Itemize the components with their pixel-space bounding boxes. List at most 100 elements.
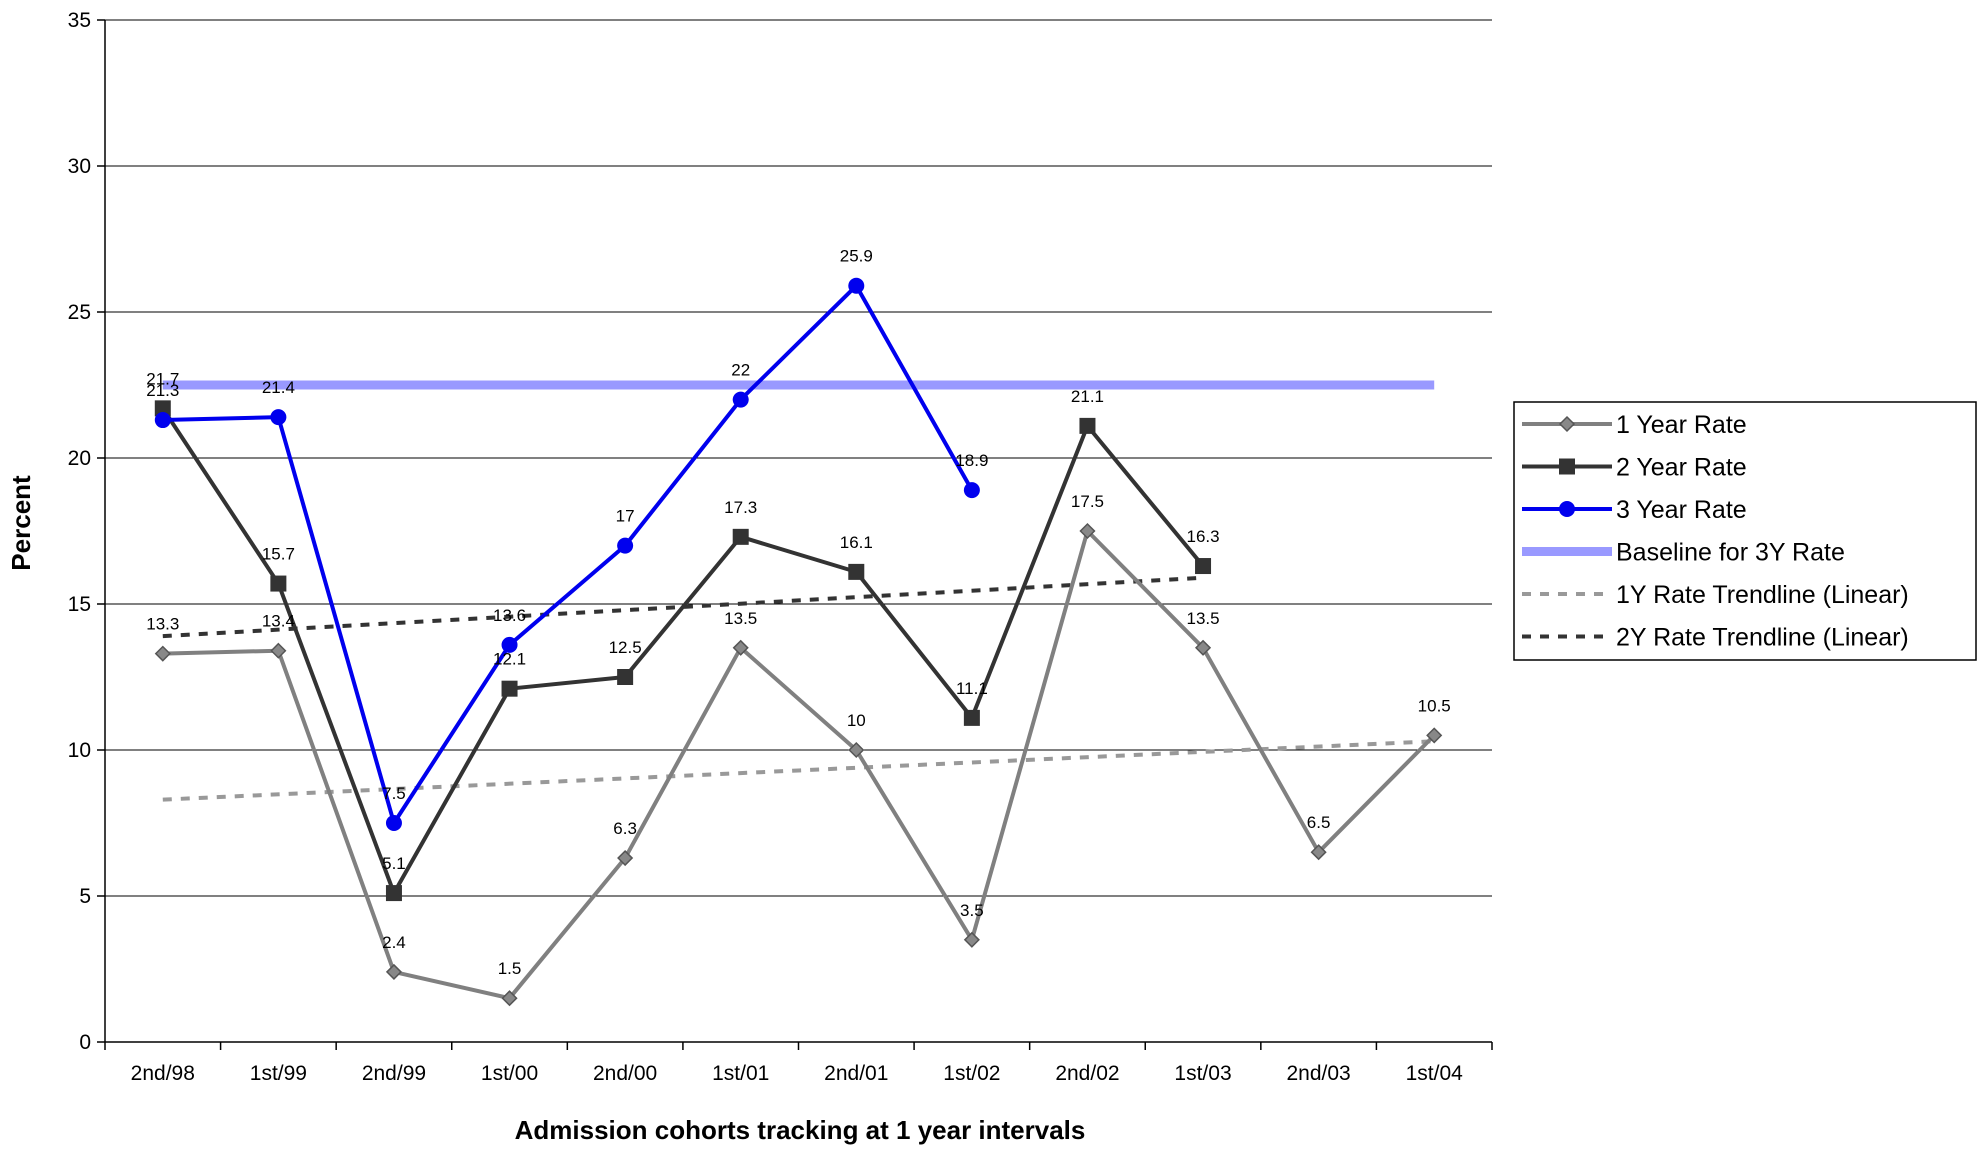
data-label-2-year-rate: 17.3: [724, 498, 757, 517]
y-tick-label: 0: [79, 1031, 91, 1054]
x-tick-label: 2nd/98: [131, 1062, 195, 1085]
data-label-2-year-rate: 11.1: [956, 679, 988, 698]
gridlines: [105, 19, 1492, 897]
legend-label: 1 Year Rate: [1616, 411, 1747, 439]
data-label-2-year-rate: 12.1: [493, 650, 526, 669]
data-label-2-year-rate: 5.1: [382, 854, 406, 873]
legend-marker: [1558, 415, 1576, 433]
point-1-year-rate: [1310, 844, 1327, 861]
data-label-3-year-rate: 21.3: [146, 381, 179, 400]
series-line-2-year-rate: [161, 407, 1205, 896]
legend-item-1y-rate-trendline-linear: 1Y Rate Trendline (Linear): [1522, 581, 1909, 609]
data-label-1-year-rate: 6.5: [1307, 813, 1331, 832]
point-2-year-rate: [1079, 417, 1096, 434]
legend-label: 3 Year Rate: [1616, 496, 1747, 524]
point-1-year-rate: [1079, 522, 1096, 540]
data-label-2-year-rate: 21.1: [1071, 387, 1104, 406]
trendline-1y-rate-trendline-linear: [162, 739, 1435, 802]
legend-marker: [1559, 458, 1575, 475]
x-tick-label: 2nd/01: [824, 1062, 888, 1085]
x-tick-label: 1st/03: [1174, 1062, 1231, 1085]
y-axis-ticks: 0 5 10 15 20 25 30 35: [68, 9, 105, 1054]
point-2-year-rate: [617, 669, 634, 685]
data-label-2-year-rate: 16.1: [840, 533, 873, 552]
point-3-year-rate: [963, 482, 980, 499]
point-1-year-rate: [1426, 727, 1443, 744]
point-3-year-rate: [270, 409, 287, 426]
legend-label: Baseline for 3Y Rate: [1616, 539, 1845, 567]
point-1-year-rate: [732, 639, 749, 656]
legend-item-1-year-rate: 1 Year Rate: [1522, 411, 1747, 439]
legend-item-2-year-rate: 2 Year Rate: [1522, 454, 1747, 482]
y-tick-label: 10: [68, 739, 91, 762]
x-tick-label: 1st/02: [943, 1062, 1000, 1085]
x-tick-label: 2nd/00: [593, 1062, 657, 1085]
point-2-year-rate: [501, 680, 518, 697]
data-label-1-year-rate: 6.3: [613, 819, 637, 838]
data-label-1-year-rate: 3.5: [960, 901, 984, 920]
point-3-year-rate: [848, 277, 865, 294]
point-1-year-rate: [385, 963, 403, 980]
data-label-2-year-rate: 15.7: [262, 545, 295, 564]
legend: 1 Year Rate 2 Year Rate 3 Year Rate Baselin…: [1513, 401, 1977, 661]
point-2-year-rate: [154, 400, 171, 417]
data-label-3-year-rate: 21.4: [262, 378, 295, 397]
data-labels: 13.3 13.4 2.4 1.5 6.3 13.5 10 3.5 17.5 13.5 6.5 10.…: [146, 247, 1451, 978]
point-3-year-rate: [501, 636, 518, 653]
y-tick-label: 35: [68, 9, 91, 32]
x-tick-label: 1st/00: [481, 1062, 538, 1085]
point-1-year-rate: [963, 931, 980, 948]
data-label-1-year-rate: 10.5: [1418, 696, 1451, 715]
x-tick-label: 1st/01: [712, 1062, 769, 1085]
legend-label: 2Y Rate Trendline (Linear): [1616, 624, 1909, 652]
point-3-year-rate: [732, 391, 749, 408]
data-label-2-year-rate: 16.3: [1186, 527, 1219, 546]
data-label-1-year-rate: 13.5: [1186, 609, 1219, 628]
legend-item-2y-rate-trendline-linear: 2Y Rate Trendline (Linear): [1522, 624, 1909, 652]
x-tick-label: 2nd/02: [1055, 1062, 1119, 1085]
legend-label: 2 Year Rate: [1616, 454, 1747, 482]
data-label-1-year-rate: 13.4: [262, 612, 295, 631]
point-1-year-rate: [501, 990, 518, 1007]
point-1-year-rate: [270, 642, 287, 659]
data-label-3-year-rate: 13.6: [493, 606, 526, 625]
legend-marker: [1559, 501, 1575, 517]
legend-label: 1Y Rate Trendline (Linear): [1616, 581, 1909, 609]
point-3-year-rate: [154, 412, 171, 429]
axes: [104, 20, 1492, 1043]
point-1-year-rate: [617, 849, 634, 867]
point-2-year-rate: [270, 575, 287, 592]
y-tick-label: 5: [79, 885, 91, 908]
point-3-year-rate: [617, 537, 634, 554]
point-2-year-rate: [732, 528, 749, 545]
x-tick-label: 1st/99: [250, 1062, 307, 1085]
data-label-1-year-rate: 1.5: [498, 959, 522, 978]
y-tick-label: 15: [68, 593, 91, 616]
y-tick-label: 20: [68, 447, 91, 470]
y-tick-label: 25: [68, 301, 91, 324]
data-label-1-year-rate: 13.5: [724, 609, 757, 628]
data-label-3-year-rate: 18.9: [955, 451, 988, 470]
point-2-year-rate: [385, 885, 402, 902]
data-label-3-year-rate: 7.5: [382, 784, 406, 803]
y-axis-title: Percent: [6, 475, 36, 571]
legend-box: [1513, 401, 1977, 661]
data-label-2-year-rate: 21.7: [146, 369, 179, 388]
series-line-3-year-rate: [162, 283, 974, 825]
point-1-year-rate: [154, 645, 171, 662]
data-label-1-year-rate: 17.5: [1071, 492, 1104, 511]
point-2-year-rate: [963, 709, 980, 726]
point-2-year-rate: [848, 563, 865, 580]
data-label-1-year-rate: 10: [847, 711, 866, 730]
data-label-2-year-rate: 12.5: [609, 638, 642, 657]
x-tick-label: 2nd/03: [1287, 1062, 1351, 1085]
x-tick-label: 1st/04: [1406, 1062, 1464, 1085]
data-label-3-year-rate: 25.9: [840, 247, 873, 266]
legend-item-baseline-for-3y-rate: Baseline for 3Y Rate: [1522, 539, 1845, 567]
x-axis-title: Admission cohorts tracking at 1 year int…: [515, 1115, 1086, 1145]
point-2-year-rate: [1195, 558, 1212, 575]
point-3-year-rate: [385, 815, 402, 831]
x-axis-ticks: 2nd/98 1st/99 2nd/99 1st/00 2nd/00 1st/01 2nd/…: [104, 1042, 1493, 1085]
trendlines: [162, 575, 1435, 802]
data-label-1-year-rate: 2.4: [382, 933, 406, 952]
